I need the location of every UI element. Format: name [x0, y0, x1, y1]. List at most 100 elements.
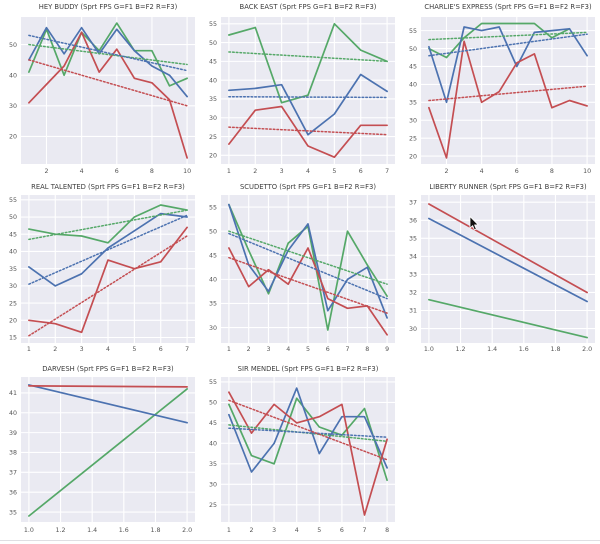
x-tick-label: 7 — [362, 527, 366, 534]
y-tick-label: 40 — [209, 277, 217, 284]
y-tick-label: 40 — [9, 410, 17, 417]
y-tick-label: 33 — [409, 272, 417, 279]
chart-title: SIR MENDEL (Sprt FPS G=F1 B=F2 R=F3) — [238, 365, 379, 373]
trend-line-red — [228, 256, 388, 314]
trend-line-blue — [428, 33, 588, 57]
chart-title: REAL TALENTED (Sprt FPS G=F1 B=F2 R=F3) — [31, 183, 185, 191]
y-tick-label: 20 — [9, 134, 17, 141]
x-tick-label: 8 — [150, 168, 154, 175]
y-tick-label: 55 — [9, 197, 17, 204]
chart-title: SCUDETTO (Sprt FPS G=F1 B=F2 R=F3) — [240, 183, 376, 191]
trend-line-blue — [28, 34, 188, 72]
y-tick-label: 30 — [209, 325, 217, 332]
trend-line-red — [228, 126, 388, 136]
y-tick-label: 20 — [409, 153, 417, 160]
y-tick-label: 30 — [409, 326, 417, 333]
y-tick-label: 50 — [209, 40, 217, 47]
x-tick-label: 1.2 — [56, 527, 66, 534]
x-tick-label: 10 — [183, 168, 191, 175]
chart-canvas: 30 31 32 33 34 35 36 37 1.0 1.2 1.4 1.6 1.8 2.0 LIBERT… — [409, 183, 595, 353]
y-tick-label: 38 — [9, 450, 17, 457]
series-line-blue — [428, 217, 588, 303]
chart-canvas: 20 30 40 50 2 4 6 8 10 HEY BUDDY (Sprt FPS G=F1 B… — [9, 3, 195, 175]
trend-line-red — [428, 85, 588, 102]
x-tick-label: 2 — [53, 346, 57, 353]
y-tick-label: 35 — [209, 96, 217, 103]
trend-line-green — [28, 209, 188, 241]
y-tick-label: 45 — [9, 231, 17, 238]
y-tick-label: 15 — [9, 335, 17, 342]
y-tick-label: 45 — [209, 59, 217, 66]
y-tick-label: 35 — [209, 301, 217, 308]
series-line-green — [428, 22, 571, 59]
y-tick-label: 30 — [9, 283, 17, 290]
trend-line-green — [28, 43, 188, 66]
x-tick-label: 2 — [44, 168, 48, 175]
y-tick-label: 40 — [209, 441, 217, 448]
x-tick-label: 6 — [159, 346, 163, 353]
x-tick-label: 7 — [346, 346, 350, 353]
y-tick-label: 50 — [409, 46, 417, 53]
y-tick-label: 25 — [209, 134, 217, 141]
trend-line-blue — [28, 214, 188, 285]
series-line-red — [428, 203, 588, 294]
y-tick-label: 55 — [209, 204, 217, 211]
series-line-red — [28, 226, 188, 334]
trend-line-red — [28, 59, 188, 107]
y-tick-label: 35 — [409, 236, 417, 243]
y-tick-label: 36 — [409, 217, 417, 224]
y-tick-label: 35 — [409, 100, 417, 107]
y-tick-label: 25 — [9, 300, 17, 307]
y-tick-label: 35 — [9, 509, 17, 516]
trend-line-green — [228, 51, 388, 63]
series-line-green — [28, 22, 188, 87]
x-tick-label: 1 — [227, 527, 231, 534]
series-line-blue — [228, 203, 388, 319]
series-line-green — [428, 298, 588, 339]
chart-panel: 15 20 25 30 35 40 45 50 55 1 2 3 4 5 6 7 REAL TALENTED (… — [0, 180, 200, 362]
chart-title: BACK EAST (Sprt FPS G=F1 B=F2 R=F3) — [240, 3, 377, 11]
x-tick-label: 8 — [385, 527, 389, 534]
y-tick-label: 34 — [409, 254, 417, 261]
x-tick-label: 10 — [583, 168, 591, 175]
y-tick-label: 30 — [209, 482, 217, 489]
y-tick-label: 20 — [9, 317, 17, 324]
y-tick-label: 20 — [209, 153, 217, 160]
y-tick-label: 40 — [9, 249, 17, 256]
series-line-red — [228, 105, 388, 159]
series-line-blue — [428, 26, 588, 104]
x-tick-label: 4 — [286, 346, 290, 353]
chart-panel: 20 25 30 35 40 45 50 55 2 4 6 8 10 CHARLIE'S EXPRESS … — [400, 0, 600, 180]
x-tick-label: 2 — [247, 346, 251, 353]
series-line-red — [28, 31, 188, 159]
y-tick-label: 25 — [209, 502, 217, 509]
x-tick-label: 8 — [365, 346, 369, 353]
series-line-blue — [28, 212, 188, 287]
y-tick-label: 50 — [209, 228, 217, 235]
x-tick-label: 4 — [106, 346, 110, 353]
series-line-blue — [228, 73, 388, 136]
trend-line-blue — [228, 95, 388, 99]
y-tick-label: 37 — [409, 199, 417, 206]
x-tick-label: 1.6 — [519, 346, 529, 353]
y-tick-label: 55 — [409, 28, 417, 35]
series-line-red — [428, 40, 588, 159]
x-tick-label: 2 — [249, 527, 253, 534]
x-tick-label: 1.0 — [24, 527, 34, 534]
x-tick-label: 4 — [80, 168, 84, 175]
x-tick-label: 1 — [227, 346, 231, 353]
y-tick-label: 30 — [209, 115, 217, 122]
x-tick-label: 1.6 — [119, 527, 129, 534]
trend-line-blue — [228, 232, 388, 300]
x-tick-label: 3 — [266, 346, 270, 353]
y-tick-label: 45 — [409, 64, 417, 71]
y-tick-label: 50 — [9, 214, 17, 221]
chart-panel: 30 35 40 45 50 55 1 2 3 4 5 6 7 8 9 SCUDETTO (Sprt FPS … — [200, 180, 400, 362]
x-tick-label: 3 — [280, 168, 284, 175]
trend-line-red — [228, 399, 388, 461]
x-tick-label: 1 — [227, 168, 231, 175]
chart-title: HEY BUDDY (Sprt FPS G=F1 B=F2 R=F3) — [39, 3, 178, 11]
chart-panel: 25 30 35 40 45 50 55 1 2 3 4 5 6 7 8 SIR MENDEL (Sprt F… — [200, 362, 400, 544]
chart-panel: 20 25 30 35 40 45 50 55 1 2 3 4 5 6 7 BACK EAST (Sprt F… — [200, 0, 400, 180]
